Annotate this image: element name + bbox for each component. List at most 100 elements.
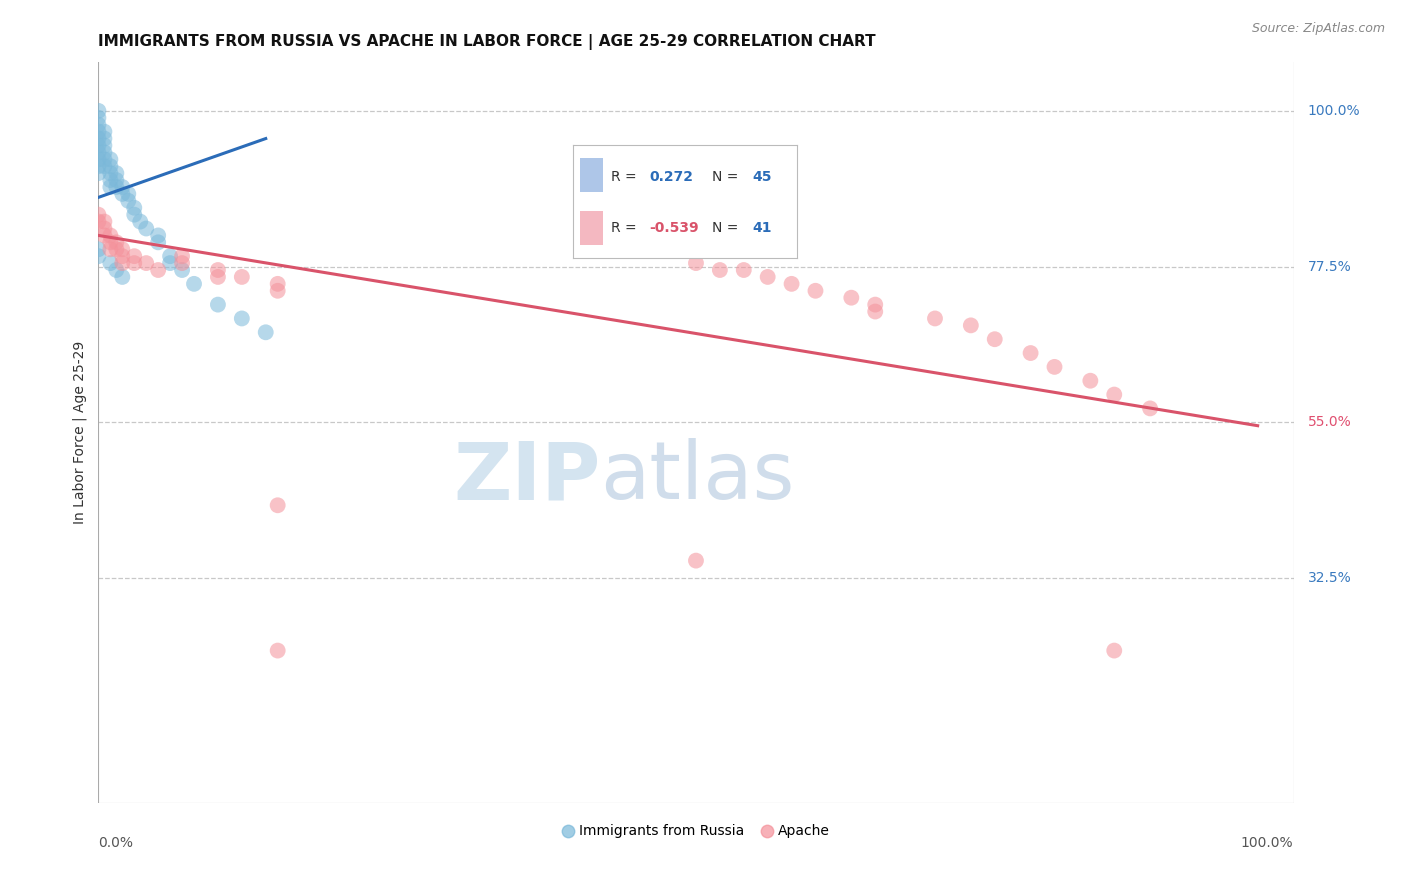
Point	[93, 159, 115, 173]
Text: 41: 41	[752, 220, 772, 235]
Point	[98, 166, 122, 180]
Text: 32.5%: 32.5%	[1308, 571, 1351, 585]
Text: 100.0%: 100.0%	[1308, 103, 1361, 118]
Point	[87, 242, 110, 256]
Point	[148, 228, 170, 243]
Point	[93, 131, 115, 145]
Point	[93, 125, 115, 139]
Point	[1019, 346, 1042, 360]
Point	[87, 159, 110, 173]
Point	[207, 269, 229, 284]
Point	[105, 263, 128, 277]
Point	[93, 214, 115, 228]
Point	[87, 125, 110, 139]
Point	[148, 263, 170, 277]
Point	[87, 131, 110, 145]
Point	[733, 263, 755, 277]
Point	[960, 318, 983, 333]
Y-axis label: In Labor Force | Age 25-29: In Labor Force | Age 25-29	[73, 341, 87, 524]
Point	[87, 249, 110, 263]
Point	[105, 180, 128, 194]
Point	[780, 277, 803, 291]
Point	[98, 242, 122, 256]
Point	[172, 249, 194, 263]
Point	[1104, 643, 1126, 657]
Point	[87, 214, 110, 228]
Point	[98, 235, 122, 250]
Legend: Immigrants from Russia, Apache: Immigrants from Russia, Apache	[557, 819, 835, 844]
Point	[231, 311, 253, 326]
Point	[111, 186, 134, 201]
Point	[93, 153, 115, 167]
Text: N =: N =	[711, 220, 742, 235]
Text: atlas: atlas	[600, 438, 794, 516]
Point	[1139, 401, 1161, 416]
Point	[1104, 387, 1126, 401]
Point	[841, 291, 863, 305]
Point	[93, 138, 115, 153]
Point	[93, 228, 115, 243]
Point	[105, 242, 128, 256]
Point	[87, 111, 110, 125]
Point	[804, 284, 827, 298]
Point	[87, 145, 110, 160]
Point	[865, 297, 887, 311]
Point	[111, 269, 134, 284]
Point	[135, 221, 157, 235]
Point	[98, 153, 122, 167]
Point	[135, 256, 157, 270]
Point	[172, 256, 194, 270]
Text: R =: R =	[612, 169, 641, 184]
Point	[1080, 374, 1102, 388]
Point	[267, 284, 290, 298]
Point	[87, 153, 110, 167]
Point	[124, 208, 146, 222]
Point	[231, 269, 253, 284]
Text: R =: R =	[612, 220, 641, 235]
Point	[111, 180, 134, 194]
Point	[93, 221, 115, 235]
Text: N =: N =	[711, 169, 742, 184]
Text: 77.5%: 77.5%	[1308, 260, 1351, 274]
Bar	[581, 159, 603, 193]
Point	[865, 304, 887, 318]
Point	[267, 277, 290, 291]
Point	[709, 263, 731, 277]
Point	[756, 269, 779, 284]
Text: IMMIGRANTS FROM RUSSIA VS APACHE IN LABOR FORCE | AGE 25-29 CORRELATION CHART: IMMIGRANTS FROM RUSSIA VS APACHE IN LABO…	[98, 34, 876, 50]
Point	[129, 214, 152, 228]
Bar	[581, 211, 603, 244]
Text: 0.272: 0.272	[650, 169, 693, 184]
Text: -0.539: -0.539	[650, 220, 699, 235]
Point	[117, 194, 139, 208]
Point	[111, 249, 134, 263]
Point	[172, 263, 194, 277]
Point	[98, 173, 122, 187]
Point	[124, 249, 146, 263]
Point	[148, 235, 170, 250]
Point	[685, 554, 707, 568]
Point	[254, 326, 277, 340]
Point	[105, 166, 128, 180]
Point	[685, 256, 707, 270]
Point	[924, 311, 946, 326]
Point	[159, 256, 181, 270]
Point	[93, 145, 115, 160]
Point	[87, 208, 110, 222]
Text: 45: 45	[752, 169, 772, 184]
Point	[984, 332, 1007, 346]
Point	[105, 235, 128, 250]
Point	[124, 201, 146, 215]
Point	[183, 277, 205, 291]
Point	[207, 297, 229, 311]
Point	[111, 256, 134, 270]
Point	[1043, 359, 1066, 374]
Point	[87, 118, 110, 132]
Point	[87, 166, 110, 180]
Point	[117, 186, 139, 201]
Point	[87, 138, 110, 153]
Text: ZIP: ZIP	[453, 438, 600, 516]
Point	[124, 256, 146, 270]
Point	[159, 249, 181, 263]
Point	[98, 256, 122, 270]
